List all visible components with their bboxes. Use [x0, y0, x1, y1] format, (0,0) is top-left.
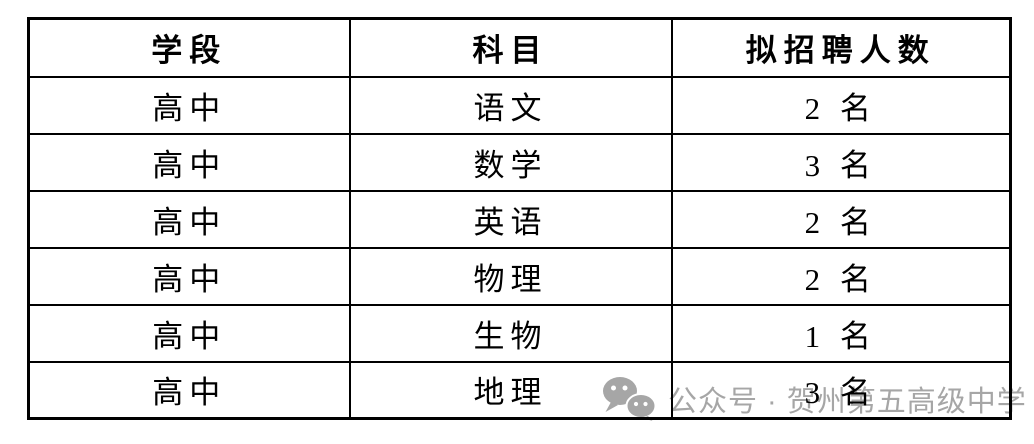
cell-subject: 物理: [348, 246, 673, 306]
cell-subject: 地理: [348, 360, 673, 420]
table-row: 高中 地理 3 名: [27, 360, 1012, 420]
cell-headcount: 2 名: [670, 75, 1012, 135]
cell-subject: 数学: [348, 132, 673, 192]
table-header-row: 学段 科目 拟招聘人数: [27, 17, 1012, 78]
cell-stage: 高中: [27, 132, 351, 192]
cell-stage: 高中: [27, 75, 351, 135]
cell-headcount: 3 名: [670, 360, 1012, 420]
cell-stage: 高中: [27, 246, 351, 306]
cell-headcount: 2 名: [670, 189, 1012, 249]
cell-stage: 高中: [27, 360, 351, 420]
cell-stage: 高中: [27, 189, 351, 249]
cell-headcount: 2 名: [670, 246, 1012, 306]
header-headcount: 拟招聘人数: [670, 17, 1012, 78]
cell-headcount: 3 名: [670, 132, 1012, 192]
table-row: 高中 语文 2 名: [27, 75, 1012, 135]
table-row: 高中 数学 3 名: [27, 132, 1012, 192]
cell-subject: 英语: [348, 189, 673, 249]
cell-headcount: 1 名: [670, 303, 1012, 363]
cell-stage: 高中: [27, 303, 351, 363]
header-stage: 学段: [27, 17, 351, 78]
header-subject: 科目: [348, 17, 673, 78]
recruitment-table: 学段 科目 拟招聘人数 高中 语文 2 名 高中 数学 3 名 高中 英语 2 …: [27, 17, 1012, 420]
cell-subject: 生物: [348, 303, 673, 363]
table-row: 高中 生物 1 名: [27, 303, 1012, 363]
table-row: 高中 英语 2 名: [27, 189, 1012, 249]
cell-subject: 语文: [348, 75, 673, 135]
table-row: 高中 物理 2 名: [27, 246, 1012, 306]
